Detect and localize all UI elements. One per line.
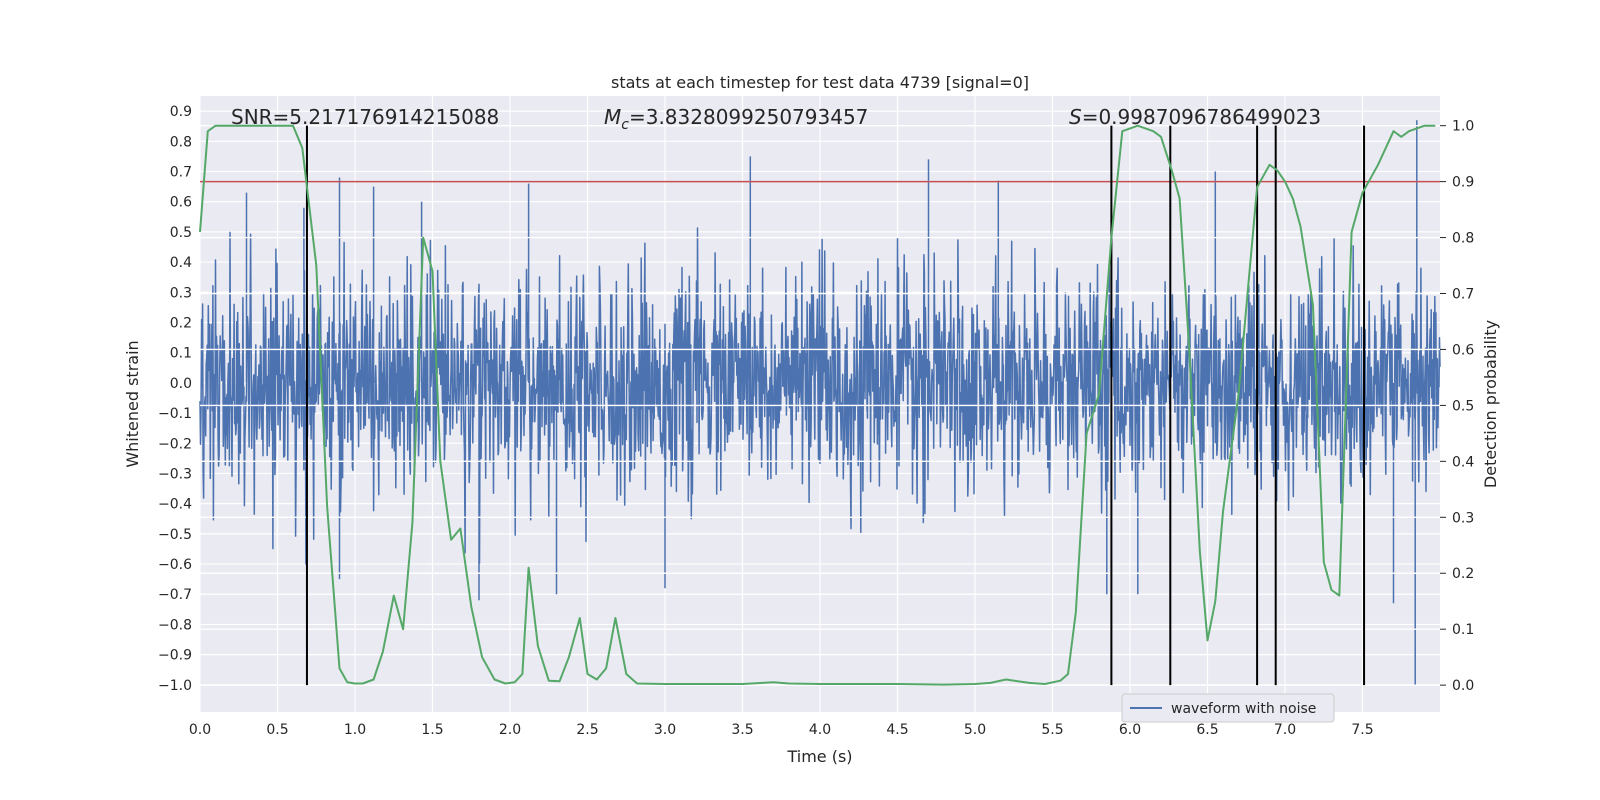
y2-axis-label: Detection probability [1481,320,1500,488]
y-axis-label: Whitened strain [123,340,142,467]
x-tick-label: 2.5 [576,722,598,738]
y-tick-label: 0.1 [170,346,192,362]
legend-box [1121,693,1335,723]
chart-title: stats at each timestep for test data 473… [611,73,1029,92]
y2-ticks: 1.0 0.9 0.8 0.7 0.6 0.5 0.4 0.3 0.2 0.1 0.0 [1440,119,1474,694]
y2-tick-label: 0.5 [1452,398,1474,414]
x-tick-label: 1.5 [421,722,443,738]
x-tick-label: 6.0 [1119,722,1141,738]
y-tick-label: −0.9 [158,648,192,664]
y2-tick-label: 1.0 [1452,119,1474,135]
waveform-line [199,120,1441,685]
y-tick-label: 0.6 [170,195,192,211]
s-annotation: S=0.9987096786499023 [1069,105,1321,129]
x-tick-label: 4.0 [809,722,831,738]
y-tick-label: −0.3 [158,466,192,482]
y-tick-label: 0.0 [170,376,192,392]
mc-subscript: c [621,117,629,133]
mc-value: =3.8328099250793457 [629,105,868,129]
y-tick-label: 0.3 [170,285,192,301]
y-tick-label: 0.7 [170,164,192,180]
y-tick-label: −1.0 [158,678,192,694]
y2-tick-label: 0.8 [1452,231,1474,247]
x-tick-label: 4.5 [886,722,908,738]
x-tick-label: 3.0 [654,722,676,738]
x-tick-label: 5.5 [1041,722,1063,738]
x-tick-label: 0.0 [189,722,211,738]
probability-line [199,124,1436,686]
legend-label: waveform with noise [1171,701,1316,717]
y-tick-label: 0.8 [170,134,192,150]
y-tick-label: 0.4 [170,255,192,271]
vertical-markers [305,125,1366,686]
x-tick-label: 7.5 [1351,722,1373,738]
snr-annotation: SNR=5.217176914215088 [231,105,499,129]
x-tick-label: 7.0 [1274,722,1296,738]
legend: waveform with noise [1121,693,1335,723]
y-tick-label: −0.6 [158,557,192,573]
y2-tick-label: 0.4 [1452,454,1474,470]
x-tick-label: 1.0 [344,722,366,738]
y-ticks: 0.9 0.8 0.7 0.6 0.5 0.4 0.3 0.2 0.1 0.0 −0.1 −0.2 −0… [158,104,192,694]
y-tick-label: −0.4 [158,497,192,513]
x-tick-label: 2.0 [499,722,521,738]
y2-tick-label: 0.9 [1452,175,1474,191]
y-tick-label: −0.7 [158,587,192,603]
y-tick-label: −0.2 [158,436,192,452]
y2-tick-label: 0.2 [1452,566,1474,582]
y2-tick-label: 0.3 [1452,510,1474,526]
y-tick-label: 0.9 [170,104,192,120]
y-tick-label: 0.2 [170,315,192,331]
y-tick-label: −0.8 [158,617,192,633]
y2-tick-label: 0.0 [1452,678,1474,694]
y-tick-label: −0.5 [158,527,192,543]
waveform-series [199,120,1441,685]
y-tick-label: −0.1 [158,406,192,422]
y2-tick-label: 0.1 [1452,622,1474,638]
x-axis-label: Time (s) [786,747,852,766]
y-tick-label: 0.5 [170,225,192,241]
x-tick-label: 6.5 [1196,722,1218,738]
mc-annotation: Mc=3.8328099250793457 [604,105,868,133]
probability-series [199,124,1436,686]
mc-symbol: M [604,105,621,129]
x-tick-label: 3.5 [731,722,753,738]
y2-tick-label: 0.7 [1452,287,1474,303]
s-value: =0.9987096786499023 [1082,105,1321,129]
x-ticks: 0.0 0.5 1.0 1.5 2.0 2.5 3.0 3.5 4.0 4.5 5.0 5.5 6.0 6… [189,722,1374,738]
s-symbol: S [1069,105,1082,129]
y2-tick-label: 0.6 [1452,342,1474,358]
x-tick-label: 5.0 [964,722,986,738]
x-tick-label: 0.5 [266,722,288,738]
